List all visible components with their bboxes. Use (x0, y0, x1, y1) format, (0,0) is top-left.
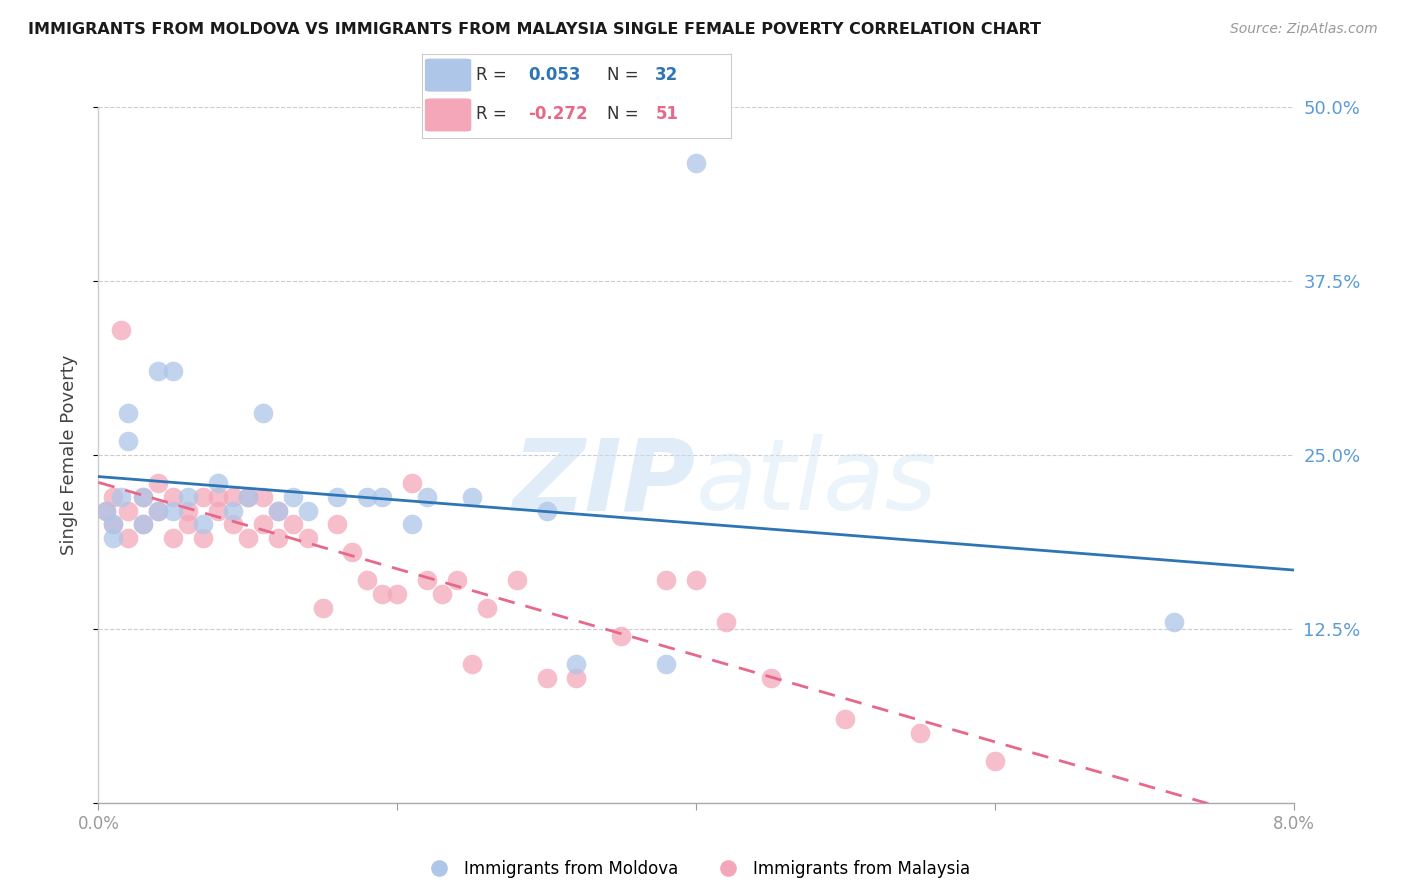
Point (222, 517, 245, 532)
Point (461, 657, 484, 671)
Text: IMMIGRANTS FROM MOLDOVA VS IMMIGRANTS FROM MALAYSIA SINGLE FEMALE POVERTY CORREL: IMMIGRANTS FROM MOLDOVA VS IMMIGRANTS FR… (28, 22, 1040, 37)
Point (162, 364, 184, 378)
Text: 32: 32 (655, 66, 679, 84)
Point (371, 490, 394, 504)
Point (207, 503, 229, 517)
Point (908, 726, 931, 740)
Point (148, 503, 170, 517)
Point (536, 503, 558, 517)
Point (207, 475, 229, 490)
Point (236, 532, 259, 546)
Point (191, 532, 214, 546)
Point (401, 475, 423, 490)
Point (117, 406, 139, 420)
Point (252, 517, 274, 532)
Y-axis label: Single Female Poverty: Single Female Poverty (59, 355, 77, 555)
Point (759, 671, 782, 685)
Point (117, 532, 139, 546)
Point (281, 490, 304, 504)
Text: N =: N = (607, 66, 638, 84)
Point (385, 587, 409, 601)
Point (267, 503, 290, 517)
Point (655, 657, 678, 671)
Point (132, 517, 155, 532)
Point (148, 503, 170, 517)
Text: atlas: atlas (696, 434, 938, 532)
Point (267, 503, 290, 517)
Point (162, 503, 184, 517)
Point (162, 532, 184, 546)
Point (685, 155, 707, 169)
Point (252, 406, 274, 420)
Point (655, 573, 678, 587)
Point (281, 517, 304, 532)
Point (714, 615, 737, 629)
Point (132, 490, 155, 504)
Point (401, 517, 423, 532)
Point (371, 587, 394, 601)
Text: 51: 51 (655, 105, 678, 123)
Point (191, 490, 214, 504)
FancyBboxPatch shape (425, 98, 471, 131)
Point (103, 517, 125, 532)
Point (356, 490, 378, 504)
Text: Source: ZipAtlas.com: Source: ZipAtlas.com (1230, 22, 1378, 37)
Point (222, 490, 245, 504)
Text: N =: N = (607, 105, 638, 123)
Point (506, 573, 529, 587)
Point (536, 671, 558, 685)
Point (148, 364, 170, 378)
Point (1163, 615, 1185, 629)
Point (834, 712, 856, 726)
Point (461, 490, 484, 504)
Point (236, 490, 259, 504)
Point (177, 490, 200, 504)
Text: R =: R = (475, 66, 506, 84)
Point (103, 532, 125, 546)
Point (162, 490, 184, 504)
Point (326, 490, 349, 504)
Point (177, 517, 200, 532)
Point (297, 532, 319, 546)
Point (297, 503, 319, 517)
Point (356, 573, 378, 587)
Text: ZIP: ZIP (513, 434, 696, 532)
Point (610, 629, 633, 643)
Point (311, 601, 333, 615)
Point (342, 545, 364, 559)
Point (207, 490, 229, 504)
Point (117, 503, 139, 517)
Point (430, 587, 453, 601)
Point (94, 503, 117, 517)
Point (565, 657, 588, 671)
Point (475, 601, 498, 615)
Point (110, 490, 132, 504)
Point (267, 532, 290, 546)
Point (103, 490, 125, 504)
Point (685, 573, 707, 587)
Text: -0.272: -0.272 (529, 105, 588, 123)
Point (416, 490, 439, 504)
Point (236, 490, 259, 504)
Point (94, 503, 117, 517)
FancyBboxPatch shape (425, 59, 471, 92)
Point (103, 517, 125, 532)
Point (222, 503, 245, 517)
Point (565, 671, 588, 685)
Point (132, 517, 155, 532)
Point (117, 434, 139, 448)
Point (416, 573, 439, 587)
Text: 0.053: 0.053 (529, 66, 581, 84)
Point (177, 503, 200, 517)
Point (132, 490, 155, 504)
Point (326, 517, 349, 532)
Legend: Immigrants from Moldova, Immigrants from Malaysia: Immigrants from Moldova, Immigrants from… (415, 854, 977, 885)
Point (191, 517, 214, 532)
Point (983, 754, 1005, 768)
Point (110, 323, 132, 337)
Point (252, 490, 274, 504)
Point (446, 573, 468, 587)
Text: R =: R = (475, 105, 506, 123)
Point (148, 475, 170, 490)
